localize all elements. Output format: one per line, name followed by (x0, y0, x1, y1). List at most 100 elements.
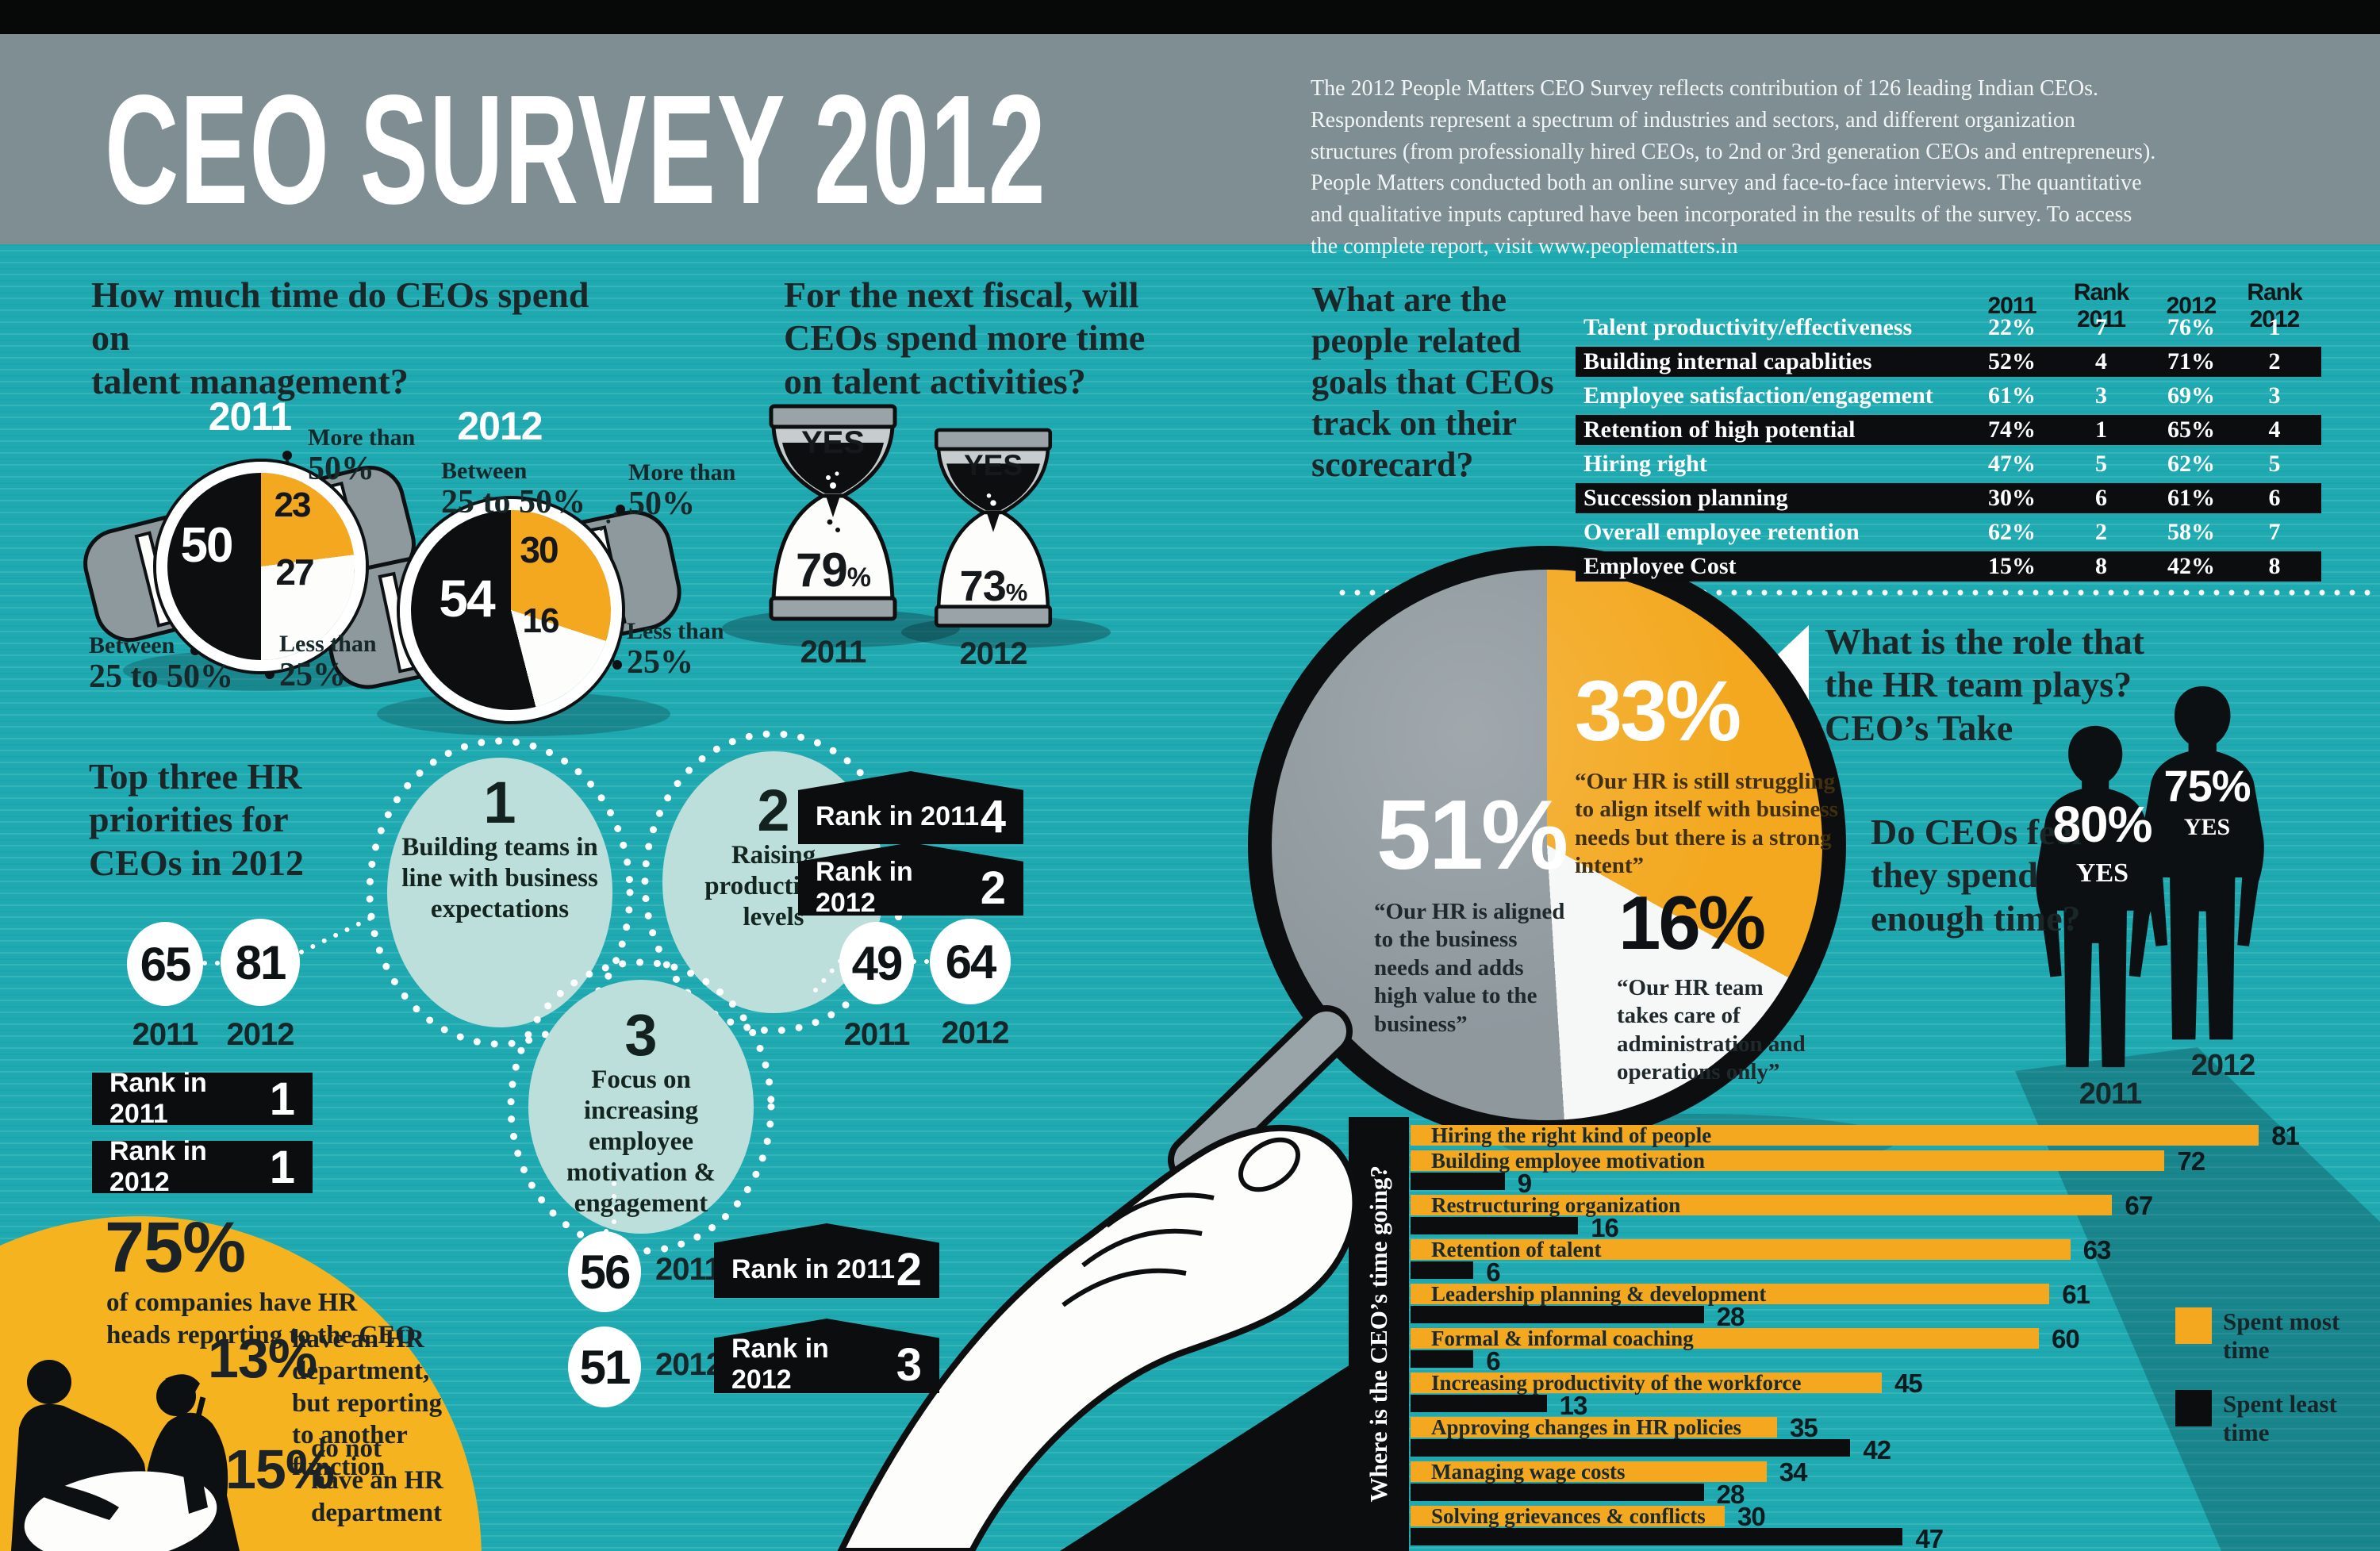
legend-most: Spent most time (2175, 1307, 2358, 1364)
p2-2011-value: 49 (839, 922, 914, 1004)
legend-least: Spent least time (2175, 1390, 2358, 1446)
bar-category-label: Formal & informal coaching (1431, 1326, 1694, 1350)
goal-label: Building internal capablities (1583, 348, 1872, 374)
goal-rank-2011: 2 (2095, 519, 2107, 545)
slice-33-quote: “Our HR is still struggling to align its… (1575, 769, 1838, 879)
priority-1: 1 Building teams in line with business e… (389, 774, 611, 925)
col-rank-2012: Rank 2012 (2247, 279, 2302, 332)
hourglass1-sym: % (846, 562, 871, 593)
p3-2012-value: 51 (568, 1326, 641, 1407)
time-going-title: Where is the CEO’s time going? (1365, 1165, 1392, 1503)
goal-rank-2012: 7 (2268, 519, 2281, 545)
bar-most: Leadership planning & development (1411, 1282, 2050, 1306)
bar-category-label: Restructuring organization (1431, 1192, 1681, 1217)
hourglass1-yes: YES (800, 425, 866, 460)
badge-label: Rank in 2012 (731, 1334, 829, 1395)
watch2-white-value: 16 (522, 601, 560, 640)
bar-row: Managing wage costs 34 28 (1411, 1457, 2378, 1509)
bar-least (1411, 1173, 1505, 1190)
couple-arms (41, 1482, 119, 1520)
p1-rank-2011-badge: Rank in 2011 1 (92, 1068, 313, 1129)
goal-2011: 15% (1988, 553, 2036, 579)
col-2012: 2012 (2166, 293, 2217, 319)
callout-less-2012: Less than 25% (627, 619, 724, 681)
goal-2011: 61% (1988, 382, 2036, 409)
badge-label: Rank in 2012 (816, 857, 913, 918)
bar-least (1411, 1439, 1851, 1457)
slice-51-quote: “Our HR is aligned to the business needs… (1374, 899, 1565, 1037)
bar-category-label: Solving grievances & conflicts (1431, 1503, 1706, 1528)
p1-rank-2012-badge: Rank in 2012 1 (92, 1136, 313, 1197)
badge-label: Rank in 2011 (731, 1253, 896, 1284)
goal-rank-2012: 3 (2268, 382, 2281, 409)
ceo-silhouette-2012 (2140, 685, 2264, 1040)
scorecard-row: Talent productivity/effectiveness 22% 7 76%… (1576, 313, 2321, 343)
bar-row: Building employee motivation 72 9 (1411, 1146, 2378, 1198)
goal-label: Employee satisfaction/engagement (1583, 382, 1933, 409)
p3-year-2012: 2012 (655, 1347, 724, 1382)
couple-arm2 (182, 1458, 208, 1514)
goal-2012: 58% (2167, 519, 2215, 545)
callout-line: Between (89, 632, 175, 658)
priority-3: 3 Focus on increasing employee motivatio… (530, 1006, 752, 1219)
reporting-75-pct: 75% (105, 1208, 246, 1288)
slice-51-pct: 51% (1376, 781, 1568, 890)
callout-more-2012: More than 50% (628, 460, 735, 522)
bar-least (1411, 1484, 1704, 1501)
bar-category-label: Approving changes in HR policies (1431, 1415, 1742, 1439)
goal-2012: 42% (2167, 553, 2215, 579)
legend-most-swatch (2175, 1307, 2212, 1344)
bar-row: Increasing productivity of the workforce… (1411, 1369, 2378, 1420)
bar-most: Restructuring organization (1411, 1192, 2113, 1217)
goal-rank-2012: 6 (2268, 485, 2281, 511)
legend-least-label: Spent least time (2223, 1390, 2337, 1446)
bar-most: Retention of talent (1411, 1237, 2071, 1261)
callout-less-2011: Less than 25% (279, 632, 377, 693)
q2-question: For the next fiscal, will CEOs spend mor… (784, 274, 1146, 401)
scorecard-table: 2011 Rank 2011 2012 Rank 2012 Talent pro… (1576, 279, 2321, 585)
priority-1-num: 1 (483, 770, 516, 835)
scorecard-row: Employee satisfaction/engagement 61% 3 69% 3 (1576, 381, 2321, 411)
goal-2012: 62% (2167, 451, 2215, 477)
legend-least-swatch (2175, 1390, 2212, 1426)
bar-row: Leadership planning & development 61 28 (1411, 1280, 2378, 1331)
watch2-year: 2012 (457, 404, 543, 448)
hourglass2-num: 73 (959, 562, 1007, 610)
badge-rank: 4 (980, 790, 1006, 843)
bar-most-value: 34 (1779, 1457, 1808, 1487)
bar-least-value: 6 (1486, 1257, 1500, 1287)
badge-rank: 3 (896, 1338, 922, 1391)
bar-least-value: 28 (1716, 1480, 1745, 1509)
bar-most: Increasing productivity of the workforce (1411, 1371, 1882, 1395)
bar-most-value: 30 (1737, 1502, 1766, 1531)
goal-2011: 30% (1988, 485, 2036, 511)
hr-role-question: What is the role that the HR team plays?… (1825, 621, 2144, 748)
scorecard-question: What are the people related goals that C… (1311, 280, 1554, 484)
bar-least-value: 16 (1591, 1213, 1619, 1242)
badge-rank: 1 (269, 1073, 295, 1125)
callout-line: 25 to 50% (89, 658, 233, 695)
goal-label: Talent productivity/effectiveness (1583, 314, 1913, 340)
hourglass1-num: 79 (796, 543, 848, 597)
bar-category-label: Hiring the right kind of people (1431, 1123, 1712, 1147)
figure-2012-yes: YES (2183, 814, 2231, 840)
goal-label: Retention of high potential (1583, 417, 1856, 443)
figure-2012-pct: 75% (2163, 761, 2251, 811)
bar-least-value: 47 (1915, 1524, 1944, 1551)
priority-3-num: 3 (624, 1002, 658, 1068)
p1-year-2011: 2011 (132, 1017, 199, 1052)
hourglass2-yes: YES (963, 449, 1023, 482)
top-black-strip (0, 0, 2380, 34)
p3-year-2011: 2011 (655, 1252, 722, 1287)
scorecard-row: Succession planning 30% 6 61% 6 (1576, 483, 2321, 513)
callout-between-2011: Between 25 to 50% (89, 633, 233, 695)
callout-line: 50% (628, 485, 695, 522)
p2-2012-value: 64 (930, 919, 1011, 1004)
bar-category-label: Retention of talent (1431, 1237, 1602, 1261)
ceo-silhouette-2011 (2036, 725, 2155, 1068)
priority-3-text: Focus on increasing employee motivation … (566, 1065, 716, 1218)
bar-least-value: 42 (1863, 1435, 1891, 1465)
goal-2011: 22% (1988, 314, 2036, 340)
bar-least-value: 13 (1559, 1391, 1588, 1420)
scorecard-row: Building internal capablities 52% 4 71% 2 (1576, 347, 2321, 377)
